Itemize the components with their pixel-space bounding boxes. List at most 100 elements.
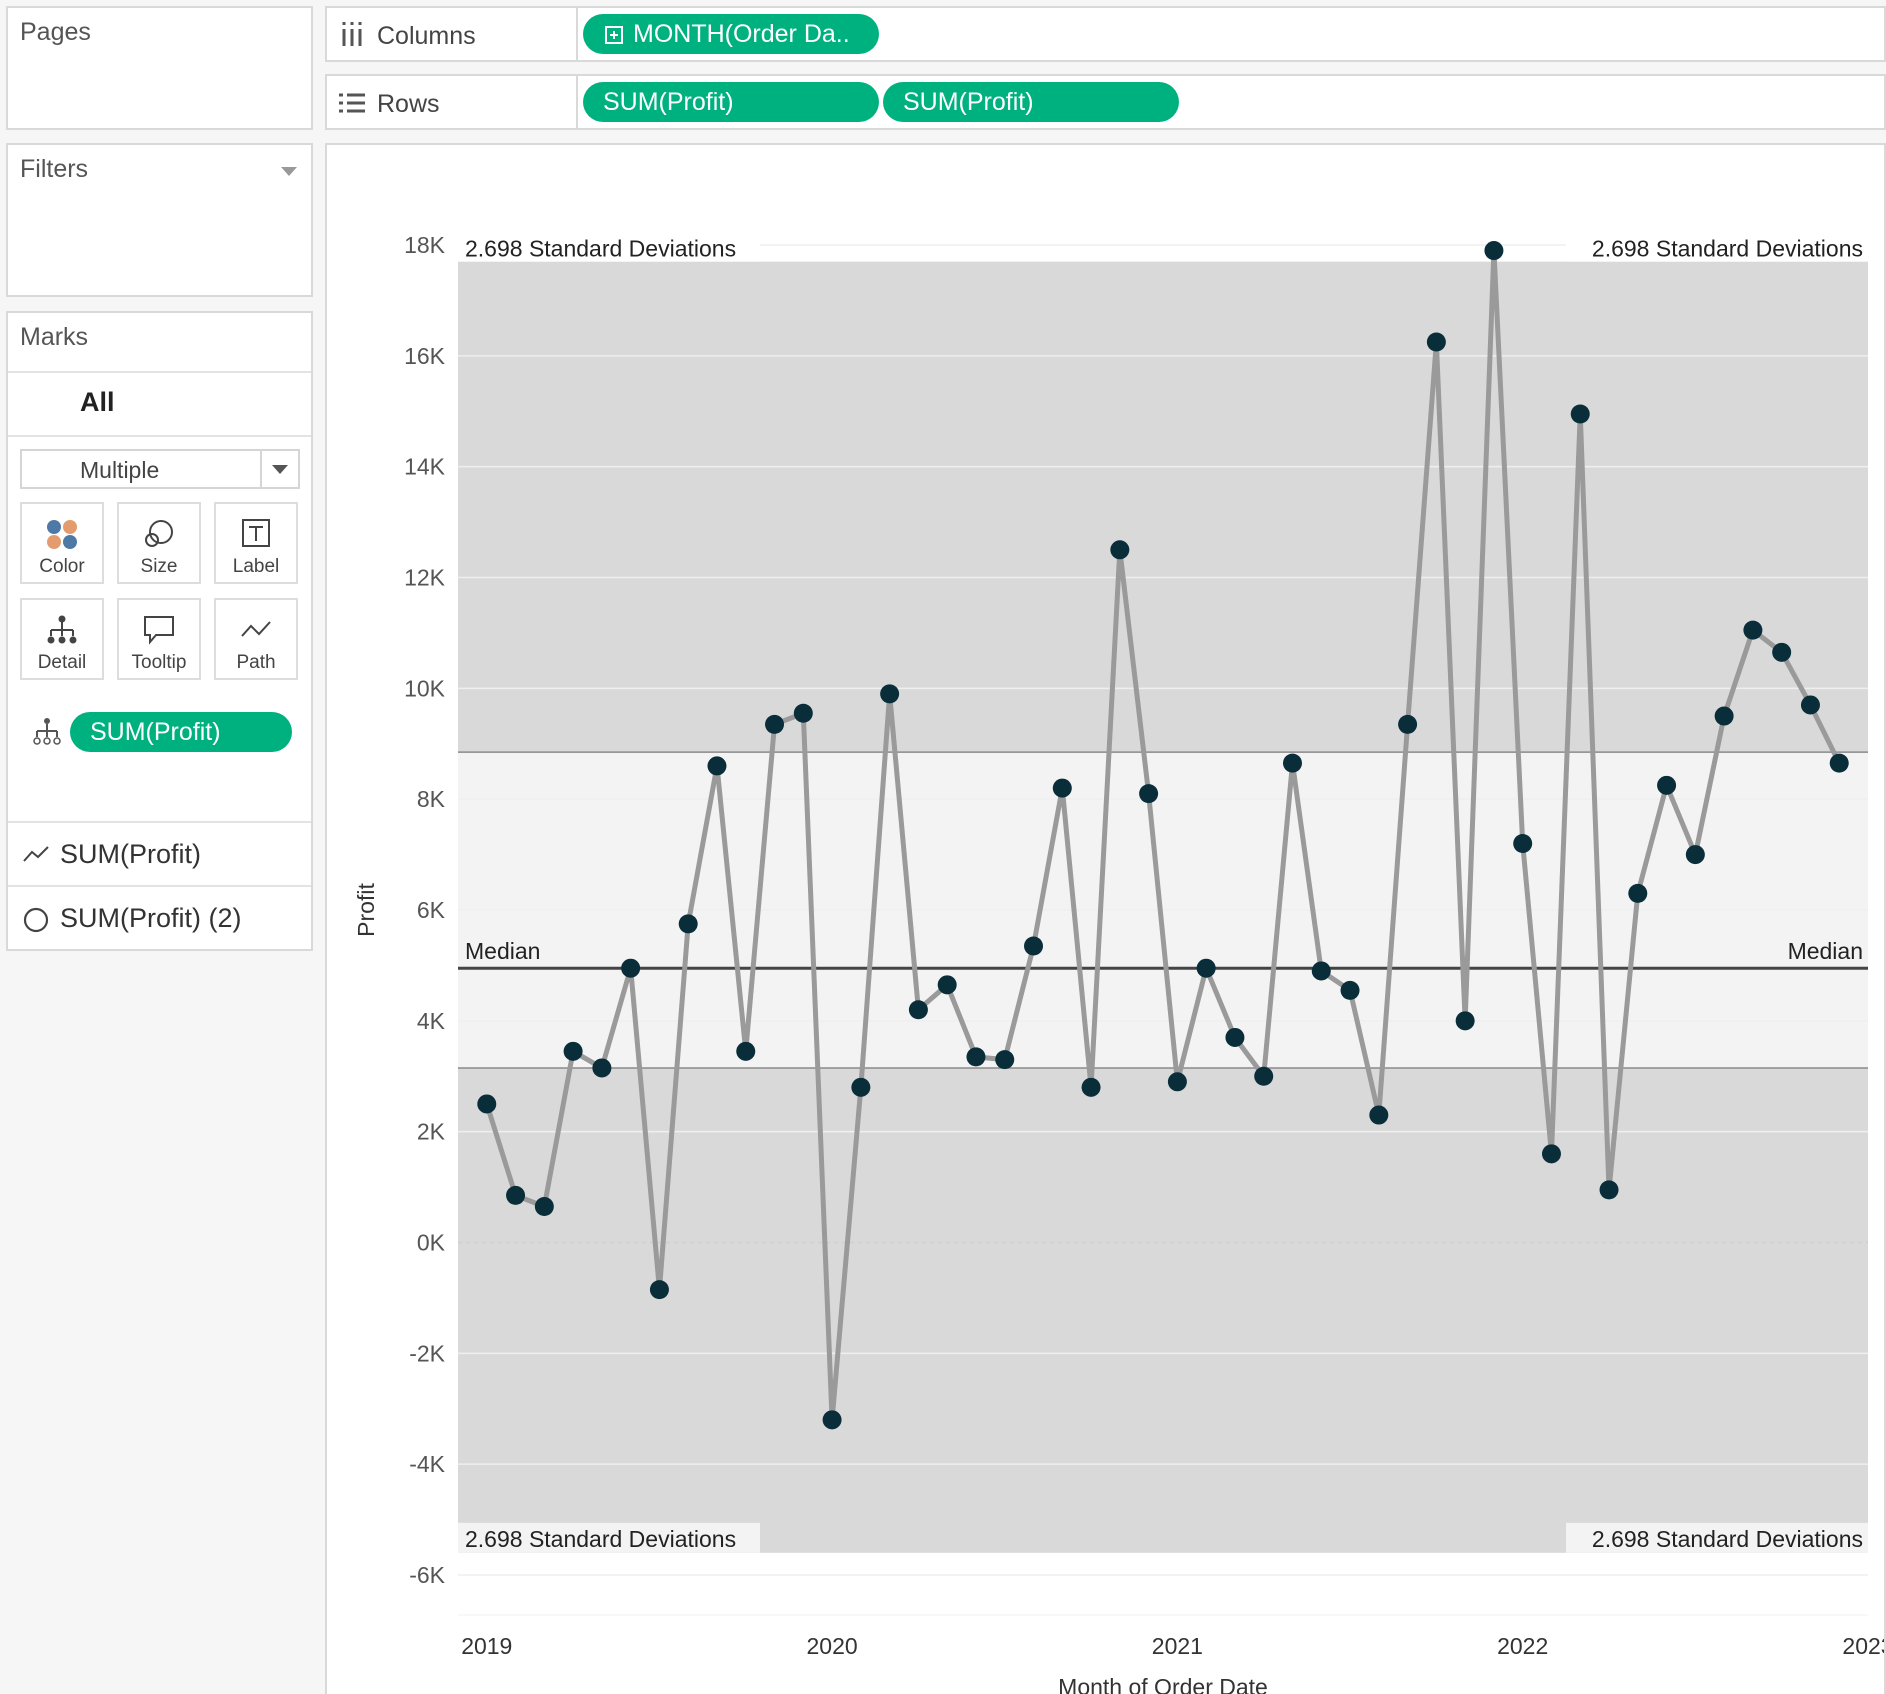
size-button-label: Size <box>119 556 199 578</box>
profit-data-point <box>880 684 899 703</box>
profit-data-point <box>1513 834 1532 853</box>
profit-data-point <box>938 975 957 994</box>
profit-data-point <box>1398 715 1417 734</box>
y-tick-label: -4K <box>409 1451 445 1477</box>
columns-pill-label: MONTH(Order Da.. <box>633 20 850 48</box>
profit-data-point <box>1456 1011 1475 1030</box>
profit-data-point <box>1197 959 1216 978</box>
x-tick-label: 2023 <box>1842 1633 1884 1659</box>
profit-data-point <box>1053 779 1072 798</box>
rows-shelf[interactable]: Rows SUM(Profit) SUM(Profit) <box>325 74 1886 130</box>
y-tick-label: 10K <box>404 675 446 701</box>
filters-card[interactable]: Filters <box>6 143 313 297</box>
profit-data-point <box>1024 937 1043 956</box>
band-label-top-left: 2.698 Standard Deviations <box>465 236 736 262</box>
profit-data-point <box>1743 621 1762 640</box>
profit-data-point <box>823 1410 842 1429</box>
columns-pill-month[interactable]: MONTH(Order Da.. <box>583 14 879 54</box>
y-tick-label: 2K <box>417 1119 446 1145</box>
profit-data-point <box>1571 405 1590 424</box>
profit-data-point <box>1484 241 1503 260</box>
y-tick-label: 16K <box>404 343 446 369</box>
marks-card: Marks All Multiple Color Size Label <box>6 311 313 951</box>
profit-data-point <box>1772 643 1791 662</box>
color-button[interactable]: Color <box>20 502 104 584</box>
profit-data-point <box>707 756 726 775</box>
profit-data-point <box>1139 784 1158 803</box>
profit-data-point <box>477 1094 496 1113</box>
rows-label: Rows <box>377 90 440 119</box>
path-button[interactable]: Path <box>214 598 298 680</box>
path-button-label: Path <box>216 652 296 674</box>
x-tick-label: 2019 <box>461 1633 512 1659</box>
band-label-bottom-left: 2.698 Standard Deviations <box>465 1526 736 1552</box>
detail-button[interactable]: Detail <box>20 598 104 680</box>
y-tick-label: 14K <box>404 454 446 480</box>
band-label-bottom-right: 2.698 Standard Deviations <box>1592 1526 1863 1552</box>
profit-data-point <box>736 1042 755 1061</box>
expand-plus-icon <box>605 26 623 44</box>
detail-hierarchy-icon <box>32 717 62 747</box>
x-tick-label: 2020 <box>806 1633 857 1659</box>
marks-card-line[interactable]: SUM(Profit) <box>8 823 311 885</box>
rows-pill-profit-2[interactable]: SUM(Profit) <box>883 82 1179 122</box>
y-tick-label: 0K <box>417 1230 446 1256</box>
mark-type-select[interactable]: Multiple <box>20 449 300 489</box>
profit-data-point <box>1657 776 1676 795</box>
profit-data-point <box>1341 981 1360 1000</box>
mark-type-value: Multiple <box>80 457 159 484</box>
profit-data-point <box>564 1042 583 1061</box>
circle-icon <box>22 906 50 934</box>
rows-pill-profit-1[interactable]: SUM(Profit) <box>583 82 879 122</box>
profit-data-point <box>995 1050 1014 1069</box>
profit-data-point <box>1600 1180 1619 1199</box>
profit-data-point <box>1427 332 1446 351</box>
columns-icon <box>341 22 363 48</box>
x-axis-title: Month of Order Date <box>1058 1674 1268 1694</box>
columns-label: Columns <box>377 22 476 51</box>
y-tick-label: 8K <box>417 786 446 812</box>
size-button[interactable]: Size <box>117 502 201 584</box>
chevron-down-icon <box>272 465 288 475</box>
rows-icon <box>339 92 365 114</box>
tooltip-bubble-icon <box>142 614 176 646</box>
profit-control-chart: -6K -4K -2K 0K 2K 4K 6K 8K 10K 12K 14K 16K 18K Median… <box>327 145 1884 1694</box>
line-icon <box>22 843 50 865</box>
profit-data-point <box>851 1078 870 1097</box>
median-label-right: Median <box>1788 938 1863 964</box>
profit-data-point <box>1830 754 1849 773</box>
detail-pill[interactable]: SUM(Profit) <box>70 712 292 752</box>
marks-card-circle[interactable]: SUM(Profit) (2) <box>8 887 311 949</box>
profit-data-point <box>1715 707 1734 726</box>
marks-title: Marks <box>20 323 88 352</box>
marks-all-tab[interactable]: All <box>80 387 115 418</box>
x-tick-label: 2021 <box>1152 1633 1203 1659</box>
detail-hierarchy-icon <box>45 614 79 646</box>
profit-data-point <box>1225 1028 1244 1047</box>
profit-data-point <box>1110 540 1129 559</box>
tooltip-button[interactable]: Tooltip <box>117 598 201 680</box>
color-button-label: Color <box>22 556 102 578</box>
profit-data-point <box>1168 1072 1187 1091</box>
profit-data-point <box>1542 1144 1561 1163</box>
profit-data-point <box>765 715 784 734</box>
columns-shelf[interactable]: Columns MONTH(Order Da.. <box>325 6 1886 62</box>
label-t-icon <box>239 518 273 550</box>
y-tick-label: 4K <box>417 1008 446 1034</box>
profit-data-point <box>966 1047 985 1066</box>
detail-button-label: Detail <box>22 652 102 674</box>
median-label-left: Median <box>465 938 540 964</box>
y-tick-label: -2K <box>409 1340 445 1366</box>
filters-dropdown-icon[interactable] <box>281 167 297 177</box>
label-button[interactable]: Label <box>214 502 298 584</box>
y-axis-title: Profit <box>353 883 379 937</box>
pages-card[interactable]: Pages <box>6 6 313 130</box>
chart-view: -6K -4K -2K 0K 2K 4K 6K 8K 10K 12K 14K 16K 18K Median… <box>325 143 1886 1694</box>
profit-data-point <box>1686 845 1705 864</box>
tooltip-button-label: Tooltip <box>119 652 199 674</box>
marks-card-line-label: SUM(Profit) <box>60 839 201 870</box>
color-dots-icon <box>45 518 79 550</box>
y-tick-label: 6K <box>417 897 446 923</box>
profit-data-point <box>1312 961 1331 980</box>
band-label-top-right: 2.698 Standard Deviations <box>1592 236 1863 262</box>
